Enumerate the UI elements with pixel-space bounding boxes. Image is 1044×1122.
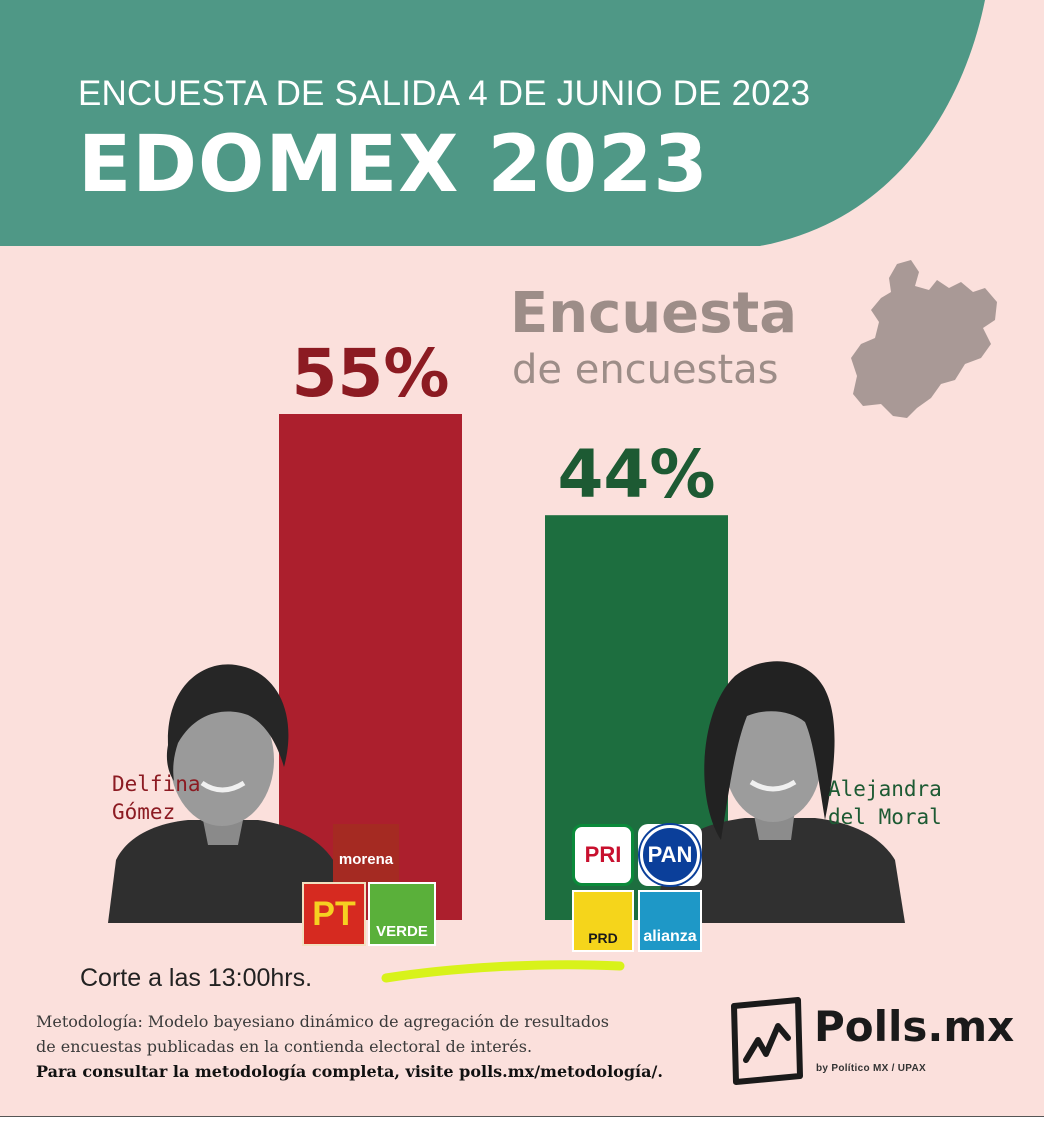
candidate-right-name: Alejandra del Moral	[828, 777, 942, 829]
candidate-left-photo	[108, 664, 336, 923]
candidate-right-photo	[655, 661, 905, 923]
verde-logo: VERDE	[368, 882, 436, 946]
page-title: EDOMEX 2023	[78, 120, 709, 210]
methodology-link[interactable]: Para consultar la metodología completa, …	[36, 1062, 663, 1081]
cutoff-time: Corte a las 13:00hrs.	[80, 964, 313, 992]
bar-value-label: 55%	[292, 335, 450, 412]
pt-logo: PT	[302, 882, 366, 946]
candidate-left-name: Delfina Gómez	[112, 772, 201, 824]
bottom-border	[0, 1116, 1044, 1122]
survey-subtitle: ENCUESTA DE SALIDA 4 DE JUNIO DE 2023	[78, 74, 811, 113]
prd-logo: PRD	[572, 890, 634, 952]
brand-subtitle: de encuestas	[512, 347, 779, 393]
alianza-logo: alianza	[638, 890, 702, 952]
pri-logo: PRI	[572, 824, 634, 886]
methodology-text-line2: de encuestas publicadas en la contienda …	[36, 1037, 533, 1056]
highlight-stroke	[381, 960, 625, 983]
polls-logo-byline: by Político MX / UPAX	[816, 1063, 927, 1074]
polls-chart-icon	[731, 997, 803, 1085]
polls-logo-text: Polls.mx	[814, 1002, 1015, 1051]
brand-title: Encuesta	[510, 281, 798, 346]
methodology-text-line1: Metodología: Modelo bayesiano dinámico d…	[36, 1012, 610, 1031]
header-banner	[0, 0, 985, 246]
pan-logo: PAN	[638, 824, 702, 886]
edomex-map-icon	[851, 260, 997, 418]
morena-logo: morena	[333, 824, 399, 884]
bar-value-label: 44%	[558, 436, 716, 513]
